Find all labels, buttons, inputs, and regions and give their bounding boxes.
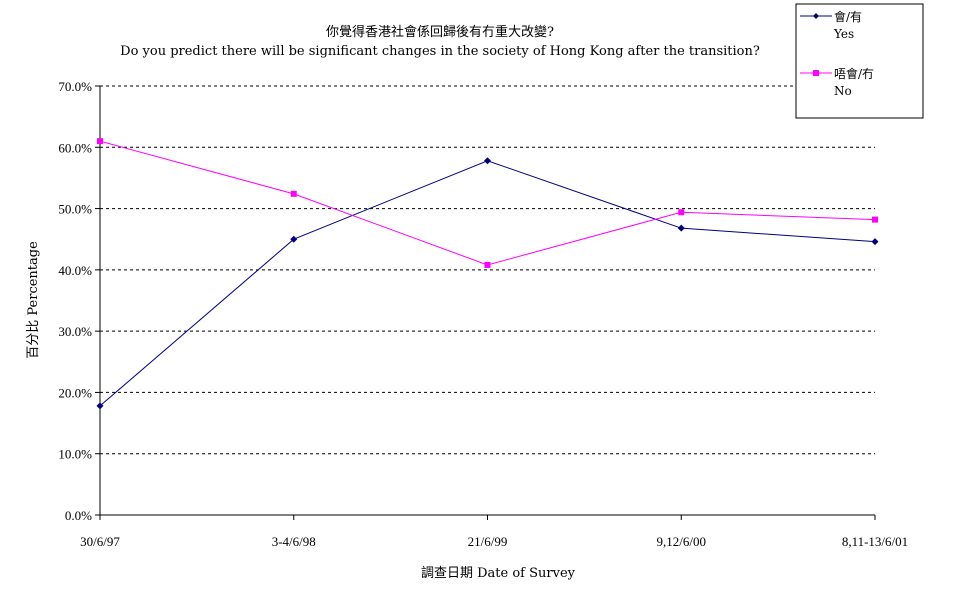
data-point-no	[290, 190, 297, 197]
x-tick-label: 9,12/6/00	[657, 534, 706, 549]
x-tick-label: 3-4/6/98	[272, 534, 316, 549]
y-tick-labels: 0.0% 10.0% 20.0% 30.0% 40.0% 50.0% 60.0% 70.0%	[58, 79, 92, 523]
legend-label-yes-en: Yes	[833, 27, 854, 41]
y-tick-label: 10.0%	[58, 447, 92, 462]
data-point-yes	[96, 402, 104, 410]
data-point-no	[484, 261, 491, 268]
x-tick-label: 21/6/99	[468, 534, 508, 549]
legend-label-no-en: No	[834, 84, 852, 98]
data-point-yes	[677, 224, 685, 232]
legend-label-yes: 會/有	[834, 10, 862, 24]
x-tick-label: 8,11-13/6/01	[842, 534, 908, 549]
series-line-yes	[99, 160, 876, 407]
chart-subtitle: Do you predict there will be significant…	[120, 44, 760, 59]
legend: 會/有 Yes 唔會/冇 No	[795, 3, 924, 119]
y-tick-label: 60.0%	[58, 140, 92, 155]
legend-marker-no	[813, 70, 819, 76]
x-axis-title: 調查日期 Date of Survey	[421, 566, 576, 581]
axes	[95, 85, 876, 520]
y-axis-title: 百分比 Percentage	[26, 241, 41, 359]
x-tick-labels: 30/6/97 3-4/6/98 21/6/99 9,12/6/00 8,11-13/6…	[80, 534, 908, 549]
data-point-yes	[484, 157, 491, 165]
data-point-yes	[290, 235, 298, 243]
y-tick-label: 70.0%	[58, 79, 92, 94]
y-tick-label: 50.0%	[58, 202, 92, 217]
legend-label-no: 唔會/冇	[834, 67, 874, 81]
y-tick-label: 0.0%	[65, 508, 92, 523]
legend-marker-yes	[813, 13, 819, 19]
data-point-yes	[871, 238, 879, 246]
y-tick-label: 20.0%	[58, 385, 92, 400]
series-layer	[96, 138, 879, 410]
chart-title: 你覺得香港社會係回歸後有冇重大改變?	[326, 24, 554, 40]
data-point-no	[872, 216, 878, 223]
legend-box	[795, 3, 924, 119]
data-point-no	[678, 209, 685, 216]
data-point-no	[97, 138, 103, 145]
gridlines	[100, 85, 875, 455]
y-tick-label: 40.0%	[58, 263, 92, 278]
y-tick-label: 30.0%	[58, 324, 92, 339]
x-tick-label: 30/6/97	[80, 534, 120, 549]
